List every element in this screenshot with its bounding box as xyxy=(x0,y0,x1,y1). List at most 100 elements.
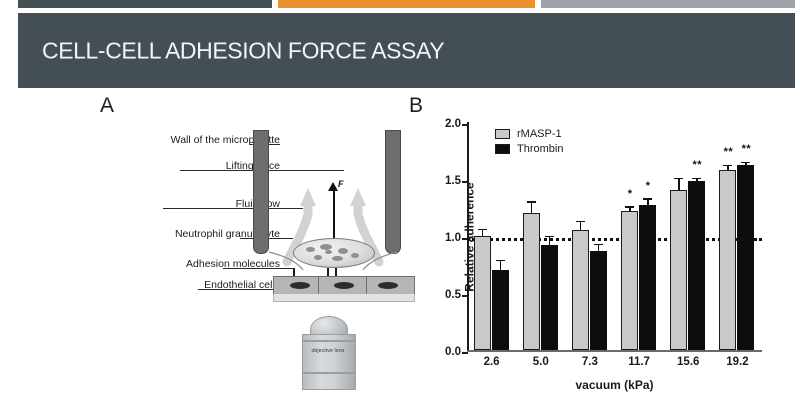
legend-label-masp: rMASP-1 xyxy=(517,127,562,140)
bar-group: * * 11.7 xyxy=(615,122,664,368)
panel-a-letter: A xyxy=(100,94,115,117)
y-tick xyxy=(462,295,468,297)
error-bar-cap xyxy=(526,201,536,203)
legend-label-thrombin: Thrombin xyxy=(517,142,564,155)
bar-thrombin-15.6 xyxy=(688,181,706,350)
bar-thrombin-7.3 xyxy=(589,250,607,350)
error-bar xyxy=(678,179,680,191)
y-tick xyxy=(462,238,468,240)
slide-title: CELL-CELL ADHESION FORCE ASSAY xyxy=(42,37,445,63)
error-bar xyxy=(745,163,747,166)
accent-segment-gray xyxy=(541,0,795,8)
figure-area: A Wall of the micropipette Lifting force… xyxy=(0,90,800,411)
bar-group: 2.6 xyxy=(467,122,516,368)
significance-marker: * xyxy=(627,187,633,200)
bar-rmasp-1-7.3 xyxy=(571,230,589,350)
bar-group: ** ** 19.2 xyxy=(713,122,762,368)
objective-lens-body xyxy=(302,334,356,390)
error-bar xyxy=(597,245,600,251)
x-tick-label: 19.2 xyxy=(726,356,749,368)
bar-rmasp-1-19.2 xyxy=(719,169,737,350)
bar-group: 5.0 xyxy=(516,122,565,368)
diagram-label-endothelial-cells: Endothelial cells xyxy=(95,279,280,301)
y-tick-label: 1.5 xyxy=(445,175,461,187)
diagram-label-adhesion-molecules: Adhesion molecules xyxy=(95,258,293,279)
significance-marker: ** xyxy=(692,159,703,171)
y-tick xyxy=(462,181,468,183)
error-bar xyxy=(481,230,484,236)
error-bar xyxy=(499,261,502,271)
panel-b-letter: B xyxy=(409,94,424,117)
y-tick xyxy=(462,352,468,354)
bar-thrombin-2.6 xyxy=(491,270,509,350)
x-tick-label: 15.6 xyxy=(677,356,700,368)
neutrophil-granulocyte xyxy=(293,238,375,268)
x-tick-label: 7.3 xyxy=(581,356,598,368)
bar-rmasp-1-11.7 xyxy=(621,210,639,350)
chart-legend: rMASP-1 Thrombin xyxy=(495,126,563,156)
legend-swatch-thrombin xyxy=(495,143,510,154)
error-bar-cap xyxy=(477,228,487,231)
error-bar-cap xyxy=(723,164,733,167)
bar-group: ** 15.6 xyxy=(664,122,713,368)
y-tick-label: 0.5 xyxy=(445,289,461,301)
error-bar-cap xyxy=(625,206,635,208)
bar-rmasp-1-15.6 xyxy=(670,190,688,350)
lifting-force-arrow-shaft xyxy=(333,188,335,244)
x-axis xyxy=(467,350,762,352)
legend-swatch-masp xyxy=(495,128,510,139)
panel-b: B Relative adherence vacuum (kPa) 0.0 0.5… xyxy=(405,92,795,411)
reference-line xyxy=(467,238,762,241)
adhesion-molecule-tick xyxy=(335,268,337,276)
error-bar xyxy=(530,202,533,214)
bar-thrombin-19.2 xyxy=(737,165,755,350)
bar-thrombin-11.7 xyxy=(639,205,657,350)
significance-marker: * xyxy=(645,179,651,192)
x-tick-label: 2.6 xyxy=(483,356,500,368)
error-bar-cap xyxy=(544,235,554,238)
accent-segment-dark xyxy=(18,0,272,8)
legend-item-thrombin: Thrombin xyxy=(495,141,563,156)
bar-rmasp-1-5.0 xyxy=(522,213,540,350)
bar-group-container: 2.6 5.0 7.3 * * 11.7 ** 15.6 ** ** 19.2 xyxy=(467,122,762,368)
x-tick-label: 5.0 xyxy=(532,356,549,368)
significance-marker: ** xyxy=(723,146,734,159)
micropipette-diagram: F xyxy=(245,130,415,390)
accent-segment-orange xyxy=(278,0,535,8)
adhesion-molecule-tick xyxy=(293,268,295,276)
error-bar-cap xyxy=(593,243,603,246)
fluid-flow-arrows-icon xyxy=(268,188,398,271)
title-band: CELL-CELL ADHESION FORCE ASSAY xyxy=(18,13,795,88)
significance-marker: ** xyxy=(741,143,752,156)
y-axis xyxy=(467,122,469,352)
x-axis-title: vacuum (kPa) xyxy=(575,378,654,392)
error-bar-cap xyxy=(575,220,585,223)
error-bar xyxy=(647,199,649,206)
error-bar-cap xyxy=(495,259,505,262)
adhesion-molecule-tick xyxy=(327,268,329,276)
force-symbol-label: F xyxy=(338,179,344,189)
objective-lens: objective lens xyxy=(302,316,356,390)
error-bar xyxy=(548,237,551,246)
error-bar xyxy=(629,207,631,211)
y-tick-label: 0.0 xyxy=(445,346,461,358)
bar-rmasp-1-2.6 xyxy=(473,236,491,350)
endothelial-substrate xyxy=(273,294,415,302)
bar-group: 7.3 xyxy=(565,122,614,368)
top-accent-strip xyxy=(0,0,800,10)
endothelial-cell-layer xyxy=(273,276,415,296)
panel-a: A Wall of the micropipette Lifting force… xyxy=(95,92,415,411)
y-tick xyxy=(462,124,468,126)
error-bar-cap xyxy=(643,198,653,200)
objective-lens-label: objective lens xyxy=(311,348,345,354)
x-tick-label: 11.7 xyxy=(628,356,650,368)
micropipette-wall-left xyxy=(253,130,269,254)
error-bar-cap xyxy=(741,161,751,164)
legend-item-masp: rMASP-1 xyxy=(495,126,563,141)
bar-chart: Relative adherence vacuum (kPa) 0.0 0.5 1.… xyxy=(445,118,762,392)
error-bar-cap xyxy=(674,177,684,179)
error-bar xyxy=(696,179,698,182)
lifting-force-arrow-head-icon xyxy=(328,182,338,191)
bar-thrombin-5.0 xyxy=(540,245,558,350)
